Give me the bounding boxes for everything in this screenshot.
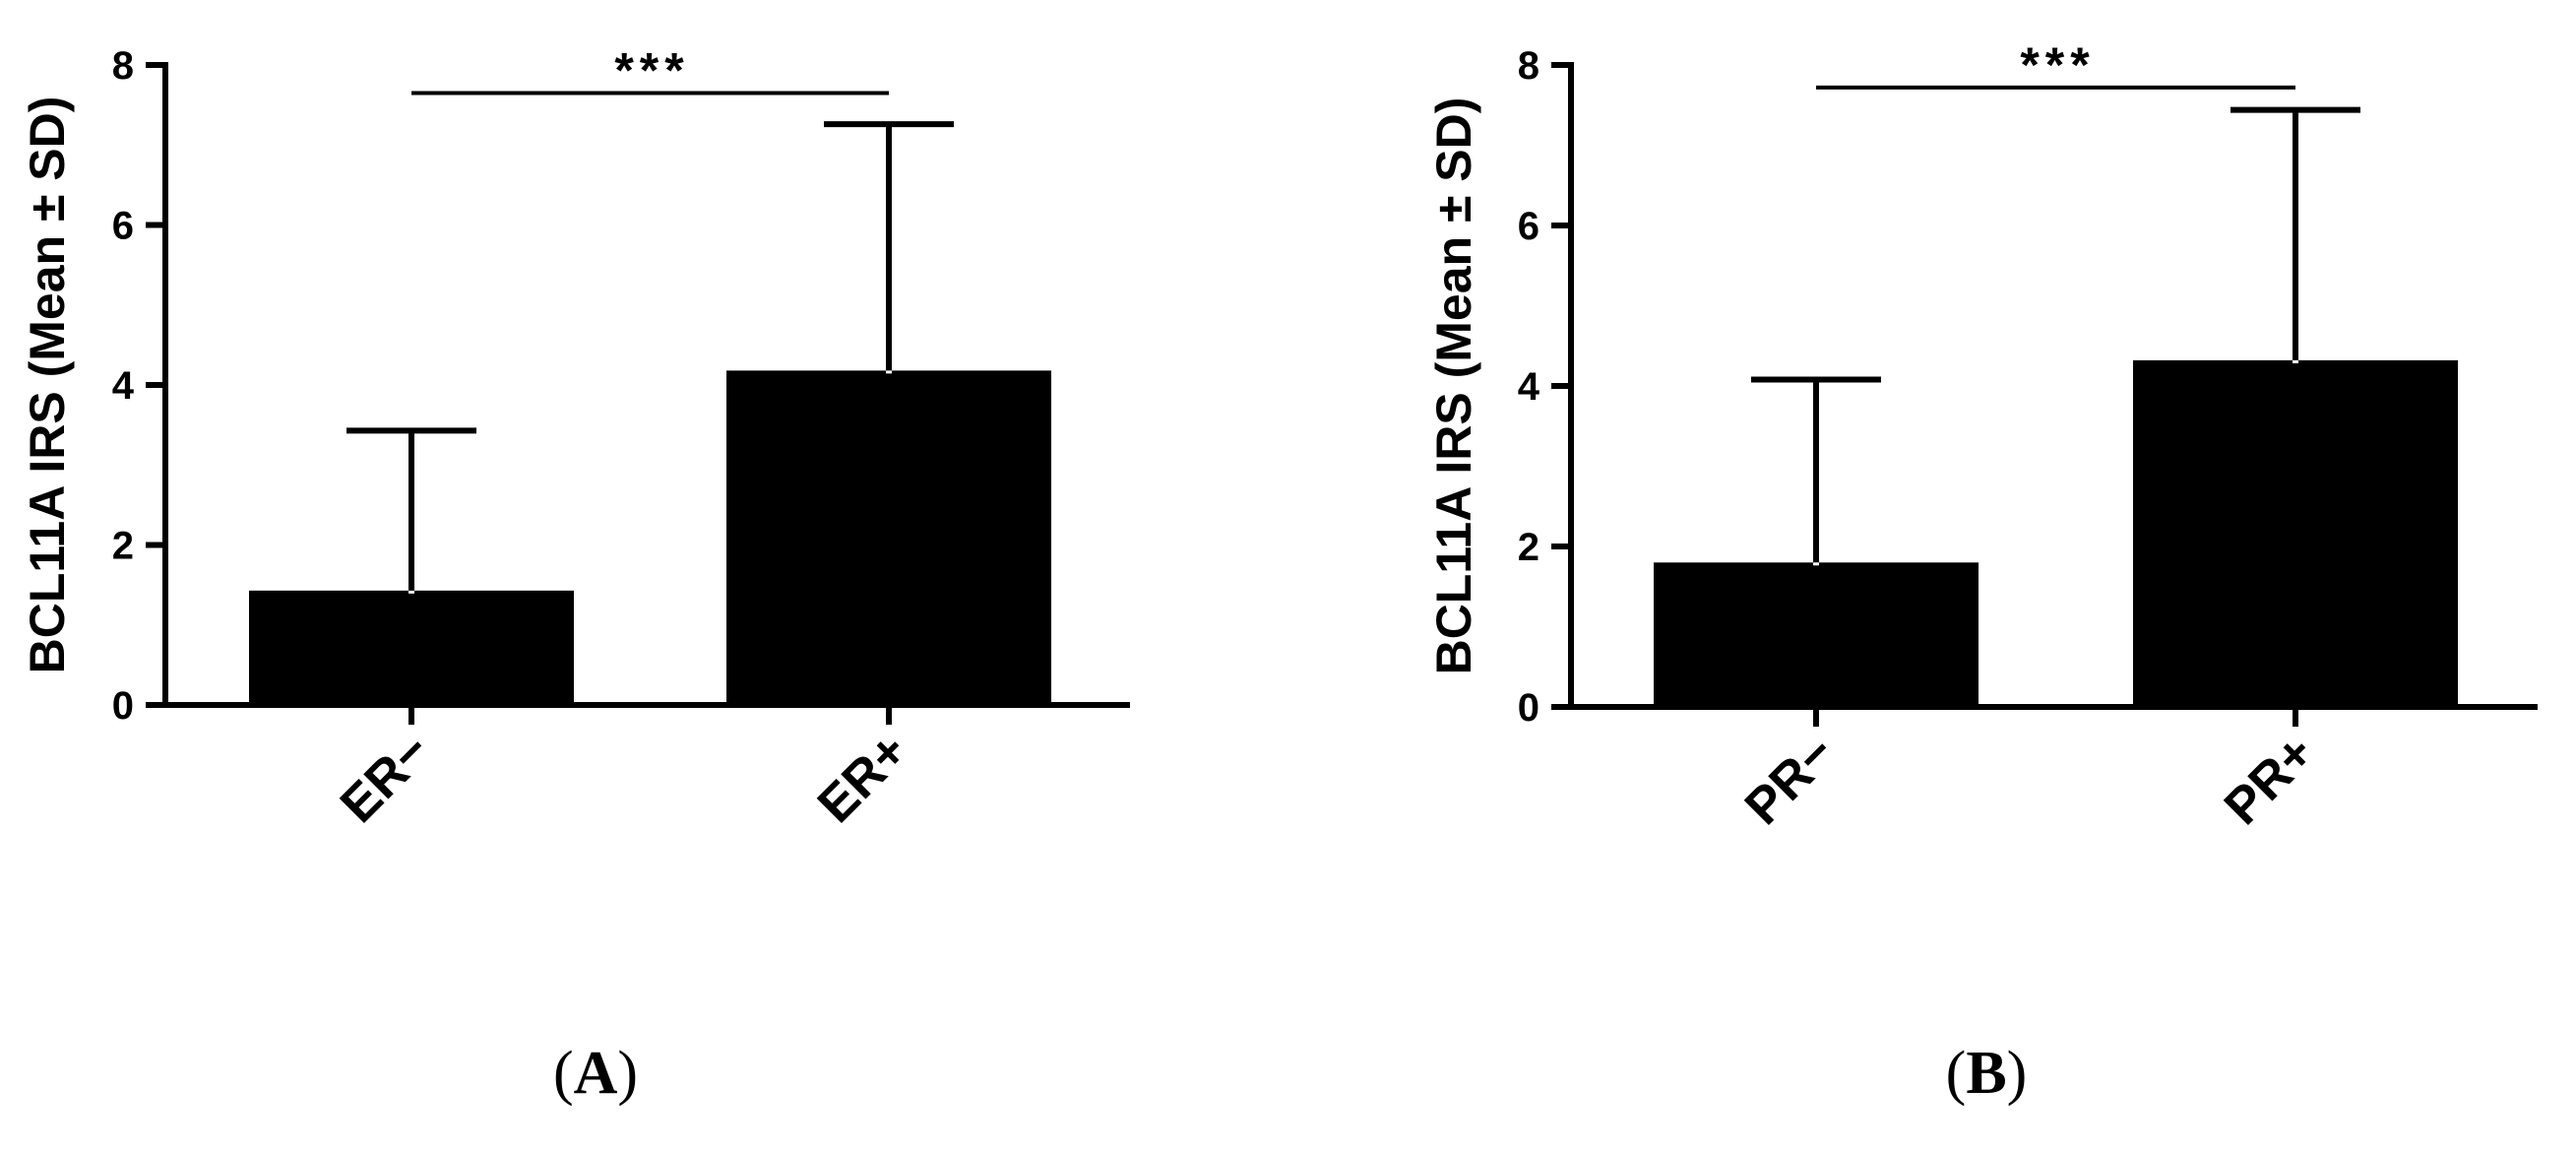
- bar-1: [249, 590, 574, 705]
- y-tick-label: 0: [112, 684, 134, 728]
- y-tick-label: 0: [1518, 686, 1539, 730]
- significance-label: ***: [614, 42, 689, 97]
- y-axis-title: BCL11A IRS (Mean ± SD): [1426, 97, 1481, 675]
- x-tick-label: PR+: [2214, 724, 2326, 836]
- y-tick-label: 8: [1518, 44, 1539, 88]
- y-tick-label: 2: [1518, 526, 1539, 569]
- y-tick-label: 2: [112, 525, 134, 568]
- error-bar-2: [824, 121, 954, 374]
- panel-label: (A): [553, 1040, 638, 1107]
- y-axis-title: BCL11A IRS (Mean ± SD): [20, 96, 75, 674]
- y-tick-label: 6: [112, 205, 134, 248]
- y-tick-label: 4: [1518, 365, 1540, 409]
- panel-label: (B): [1946, 1040, 2028, 1107]
- panel-b-chart: 0 2 4 6 8 PR− PR+ BCL11A IRS (Mean ± SD) *** (B): [1426, 37, 2538, 1107]
- significance-label: ***: [2020, 37, 2095, 93]
- x-tick-label: ER+: [807, 722, 919, 834]
- error-bar-2: [2230, 106, 2360, 363]
- bar-2: [726, 370, 1051, 705]
- y-tick-label: 6: [1518, 205, 1539, 248]
- y-tick-label: 8: [112, 44, 134, 88]
- x-tick-label: ER−: [330, 722, 442, 834]
- x-tick-label: PR−: [1734, 724, 1847, 836]
- bar-1: [1654, 562, 1979, 707]
- error-bar-1: [1751, 376, 1881, 566]
- bar-2: [2133, 359, 2458, 707]
- panel-a-chart: 0 2 4 6 8 ER− ER+ BCL11A IRS (Mean ± SD) *** (A): [20, 42, 1130, 1107]
- error-bar-1: [346, 427, 476, 594]
- y-tick-label: 4: [112, 364, 135, 408]
